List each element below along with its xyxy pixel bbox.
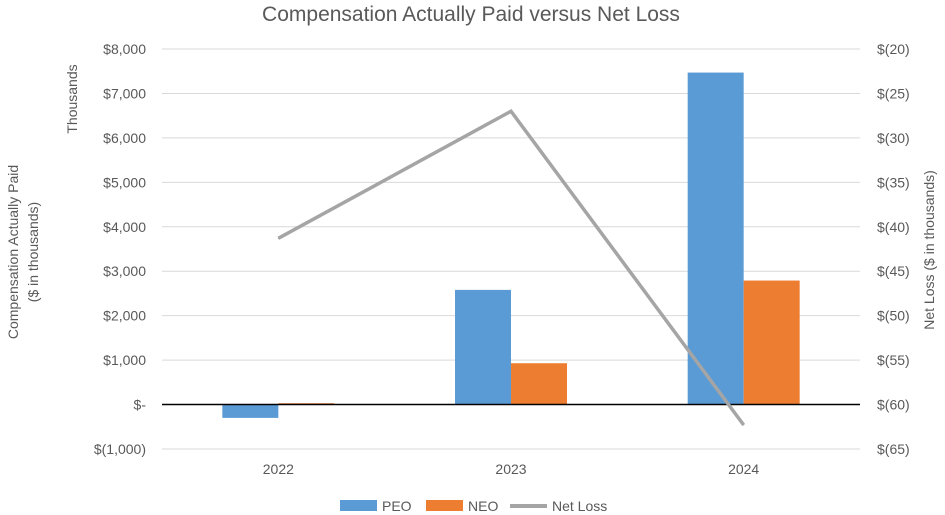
y-left-tick-label: $8,000	[103, 41, 146, 57]
y-left-axis-title-line1: Compensation Actually Paid	[5, 165, 21, 339]
legend-label: Net Loss	[552, 498, 607, 514]
x-tick-label: 2024	[728, 461, 759, 477]
y-right-tick-label: $(35)	[877, 174, 910, 190]
right-axis-ticks: $(20) $(25) $(30) $(35) $(40) $(45) $(50) $(55)…	[877, 41, 910, 457]
y-left-tick-label: $6,000	[103, 130, 146, 146]
line-point	[277, 237, 279, 239]
legend: PEO NEO Net Loss	[340, 498, 607, 514]
y-right-tick-label: $(25)	[877, 85, 910, 101]
line-point	[743, 424, 745, 426]
y-right-tick-label: $(50)	[877, 308, 910, 324]
bar-peo	[455, 289, 511, 405]
y-left-axis-title-line2: ($ in thousands)	[25, 202, 41, 302]
net-loss-series	[277, 108, 746, 427]
y-right-tick-label: $(45)	[877, 263, 910, 279]
y-right-axis-title: Net Loss ($ in thousands)	[921, 170, 937, 330]
line-point	[510, 110, 512, 112]
legend-swatch-peo	[340, 500, 377, 511]
x-tick-label: 2022	[263, 461, 294, 477]
y-left-tick-label: $5,000	[103, 174, 146, 190]
x-tick-label: 2023	[495, 461, 526, 477]
y-left-tick-label: $2,000	[103, 308, 146, 324]
bar-neo	[511, 363, 567, 405]
gridlines	[162, 48, 860, 450]
y-right-tick-label: $(30)	[877, 130, 910, 146]
legend-label: NEO	[468, 498, 498, 514]
y-right-tick-label: $(55)	[877, 352, 910, 368]
x-axis-ticks: 2022 2023 2024	[263, 461, 760, 477]
y-left-tick-label: $1,000	[103, 352, 146, 368]
left-axis-ticks: $8,000 $7,000 $6,000 $5,000 $4,000 $3,000 $2,0…	[94, 41, 146, 457]
y-right-tick-label: $(20)	[877, 41, 910, 57]
bar-neo	[743, 280, 800, 405]
bars	[222, 72, 800, 418]
y-left-unit-label: Thousands	[64, 64, 80, 133]
y-right-tick-label: $(65)	[877, 441, 910, 457]
legend-swatch-neo	[426, 500, 463, 511]
legend-label: PEO	[382, 498, 412, 514]
y-left-tick-label: $7,000	[103, 85, 146, 101]
chart-title: Compensation Actually Paid versus Net Lo…	[262, 3, 680, 26]
y-right-tick-label: $(60)	[877, 397, 910, 413]
y-left-tick-label: $-	[134, 397, 147, 413]
y-left-tick-label: $(1,000)	[94, 441, 146, 457]
y-left-tick-label: $4,000	[103, 219, 146, 235]
bar-peo	[687, 72, 744, 405]
y-right-tick-label: $(40)	[877, 219, 910, 235]
bar-peo	[222, 404, 279, 418]
y-left-tick-label: $3,000	[103, 263, 146, 279]
